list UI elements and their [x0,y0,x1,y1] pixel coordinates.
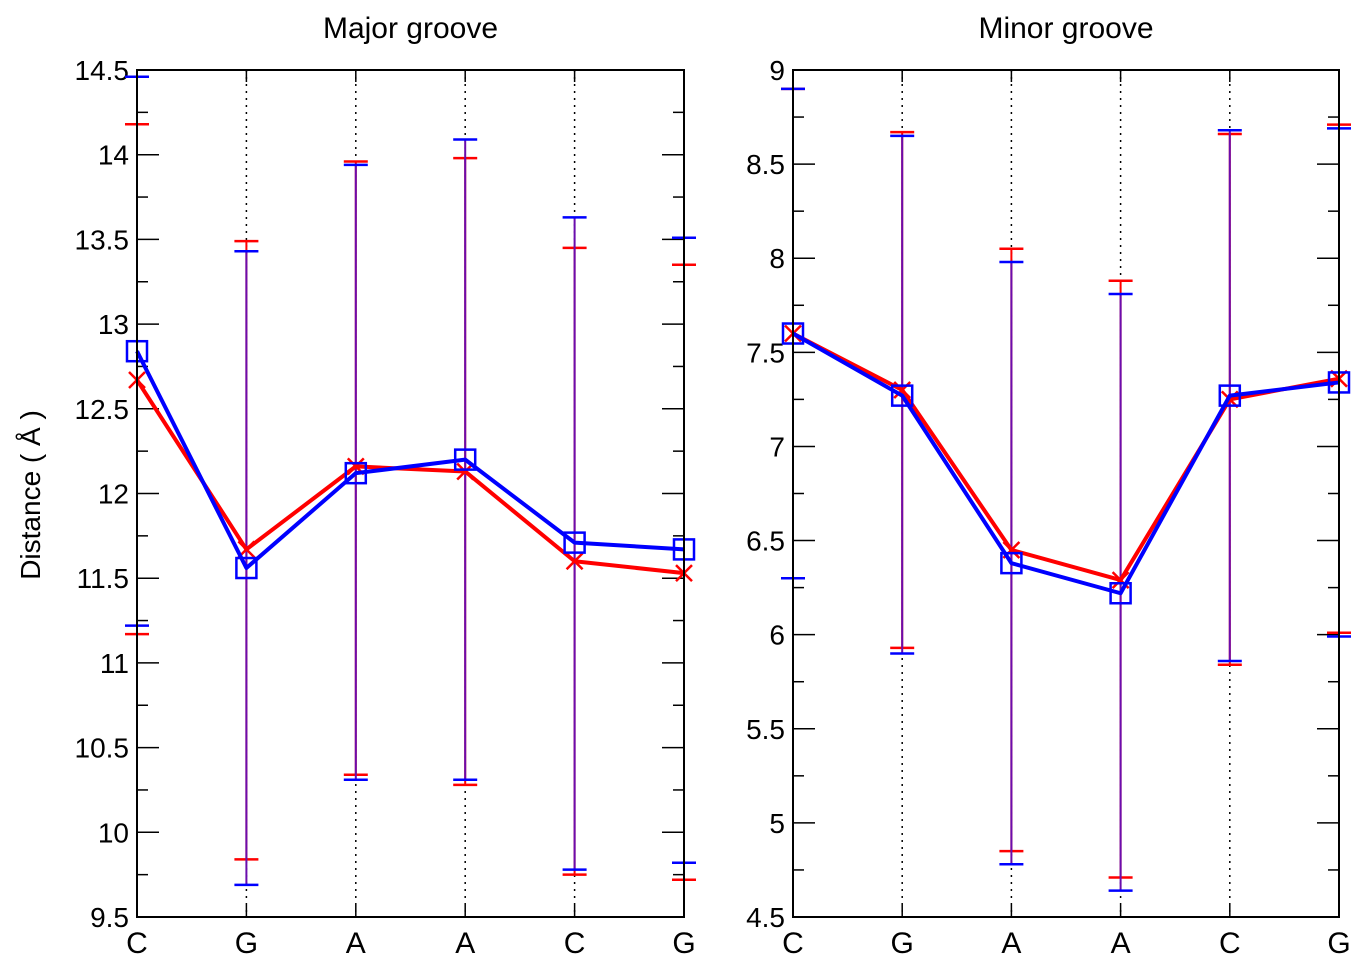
square-marker [1218,384,1242,407]
square-marker [344,461,368,485]
y-tick-label: 6 [769,620,785,651]
y-tick-label: 8 [769,243,785,274]
x-tick-label: A [1001,927,1021,958]
y-tick-label: 5 [769,808,785,839]
y-tick-label: 10.5 [75,733,130,764]
minor-groove-panel: Minor groove 4.5 5 5.5 6 6.5 7 7.5 8 8.5 9 C G A A C G [746,12,1351,958]
x-tick-label: A [346,927,366,958]
y-tick-label: 7.5 [746,337,785,368]
red-series-line [135,378,685,576]
blue-series-line [792,331,1340,596]
y-tick-label: 8.5 [746,149,785,180]
y-tick-label: 13 [98,309,129,340]
y-tick-label: 4.5 [746,902,785,933]
chart-title: Major groove [323,12,498,45]
x-tick-label: G [891,927,914,958]
x-marker [565,552,584,571]
x-tick-label: C [1219,927,1241,958]
x-tick-label: C [564,927,586,958]
square-marker [1109,582,1132,605]
x-tick-label: G [672,927,695,958]
x-marker [346,457,365,476]
y-tick-label: 6.5 [746,526,785,557]
chart-title: Minor groove [978,12,1153,45]
y-tick-label: 14 [98,140,129,171]
y-tick-label: 12 [98,479,129,510]
plot-frame [792,69,1340,918]
x-marker [1111,571,1130,589]
square-marker [563,531,586,554]
x-tick-label: C [126,927,148,958]
y-tick-label: 13.5 [75,224,130,255]
y-tick-label: 12.5 [75,394,130,425]
major-groove-panel: Major groove 9.5 10 10.5 11 11.5 12 12.5 13 13.5 1… [75,12,696,958]
y-tick-label: 7 [769,431,785,462]
y-tick-label: 10 [98,817,129,848]
y-tick-label: 9 [769,55,785,86]
y-tick-label: 5.5 [746,714,785,745]
square-marker [235,556,258,580]
x-tick-label: G [235,927,258,958]
x-tick-label: C [782,927,804,958]
y-tick-label: 11 [100,648,129,679]
y-tick-label: 14.5 [75,55,130,86]
x-tick-label: G [1327,927,1350,958]
square-marker [1000,551,1023,575]
square-marker [453,448,477,471]
square-marker [890,384,914,407]
x-tick-label: A [1111,927,1131,958]
y-tick-label: 9.5 [90,902,129,933]
plot-frame [136,69,685,918]
x-tick-label: A [455,927,475,958]
y-axis-label: Distance ( Å ) [15,410,46,580]
y-tick-label: 11.5 [77,563,129,594]
red-series-line [792,331,1340,583]
blue-series-line [135,350,685,571]
